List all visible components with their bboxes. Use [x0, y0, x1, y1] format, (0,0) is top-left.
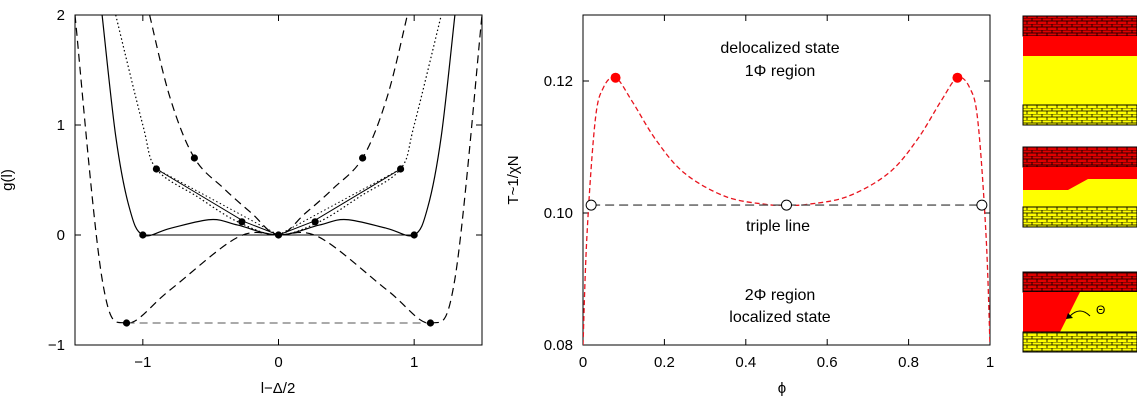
right-ticks: 0 0.2 0.4 0.6 0.8 1 0.08 0.10 0.12 — [544, 15, 994, 371]
annotation-1phi-region: 1Φ region — [745, 63, 816, 80]
red-wedge-3 — [1023, 292, 1080, 332]
left-ytick-label: 0 — [57, 227, 65, 244]
left-tangent-line-5 — [278, 168, 401, 236]
theta-label: Θ — [1096, 303, 1105, 317]
left-xtick-label: 0 — [274, 354, 282, 371]
red-phase-2 — [1023, 167, 1137, 190]
left-points — [122, 154, 435, 327]
top-wall-1 — [1022, 15, 1137, 37]
left-marker — [152, 165, 160, 173]
red-phase-1 — [1023, 36, 1137, 56]
bottom-wall-2 — [1022, 206, 1137, 228]
left-series-dashed-2 — [75, 15, 482, 324]
triple-point-marker — [781, 199, 792, 211]
right-ylabel: T~1/χN — [505, 155, 522, 204]
right-plot-frame — [582, 14, 991, 346]
left-xtick-label: −1 — [134, 354, 151, 371]
left-xtick-label: 1 — [410, 354, 418, 371]
right-xtick-label: 1 — [986, 354, 994, 371]
right-points — [585, 72, 988, 211]
right-xlabel: ϕ — [778, 380, 786, 397]
left-series-dashed-3 — [149, 15, 408, 236]
left-ytick-label: 2 — [57, 7, 65, 24]
annotation-delocalized-state: delocalized state — [720, 40, 839, 57]
left-marker — [410, 231, 418, 239]
right-lines — [583, 76, 990, 345]
triple-point-marker — [585, 199, 597, 211]
left-marker — [274, 231, 283, 239]
annotation-localized-state: localized state — [729, 309, 830, 326]
left-ytick-label: −1 — [48, 337, 65, 354]
left-series-dotted-1 — [115, 15, 442, 236]
left-marker — [359, 154, 367, 162]
triple-point-marker — [976, 199, 988, 211]
right-panel: 0 0.2 0.4 0.6 0.8 1 0.08 0.10 0.12 delocalized s… — [505, 14, 994, 397]
left-marker — [311, 218, 319, 226]
left-tangent-line-4 — [156, 168, 279, 236]
right-ytick-label: 0.10 — [544, 205, 573, 222]
right-ytick-label: 0.08 — [544, 337, 573, 354]
binodal-curve — [583, 76, 990, 345]
annotation-triple-line: triple line — [746, 218, 810, 235]
arc-arrowhead — [1066, 313, 1073, 319]
left-panel: −1 0 1 −1 0 1 2 l−Δ/2 g(l) — [0, 7, 483, 397]
left-series-solid-0 — [101, 15, 456, 237]
left-marker — [139, 231, 147, 239]
left-marker — [397, 165, 405, 173]
left-lines — [75, 15, 482, 324]
top-wall-2 — [1022, 146, 1137, 168]
schematic-triple — [1022, 146, 1137, 228]
top-wall-3 — [1022, 271, 1137, 293]
left-marker — [190, 154, 198, 162]
left-ylabel: g(l) — [0, 169, 16, 191]
left-marker — [122, 319, 131, 327]
right-xtick-label: 0.2 — [654, 354, 675, 371]
schematic-localized: Θ — [1022, 271, 1137, 353]
right-xtick-label: 0.8 — [898, 354, 919, 371]
critical-point-marker — [952, 72, 963, 83]
right-xtick-label: 0 — [579, 354, 587, 371]
bottom-wall-3 — [1022, 331, 1137, 353]
schematic-delocalized — [1022, 15, 1137, 126]
right-xtick-label: 0.6 — [817, 354, 838, 371]
right-xtick-label: 0.4 — [735, 354, 756, 371]
critical-point-marker — [610, 72, 621, 83]
left-xlabel: l−Δ/2 — [261, 380, 296, 397]
bottom-wall-1 — [1022, 104, 1137, 126]
yellow-phase-1 — [1023, 56, 1137, 105]
left-marker — [426, 319, 435, 327]
left-ticks: −1 0 1 −1 0 1 2 — [48, 7, 482, 371]
contact-angle-arc — [1069, 310, 1091, 317]
right-ytick-label: 0.12 — [544, 73, 573, 90]
left-ytick-label: 1 — [57, 117, 65, 134]
left-plot-frame — [74, 14, 483, 346]
left-marker — [238, 218, 246, 226]
annotation-2phi-region: 2Φ region — [745, 287, 816, 304]
